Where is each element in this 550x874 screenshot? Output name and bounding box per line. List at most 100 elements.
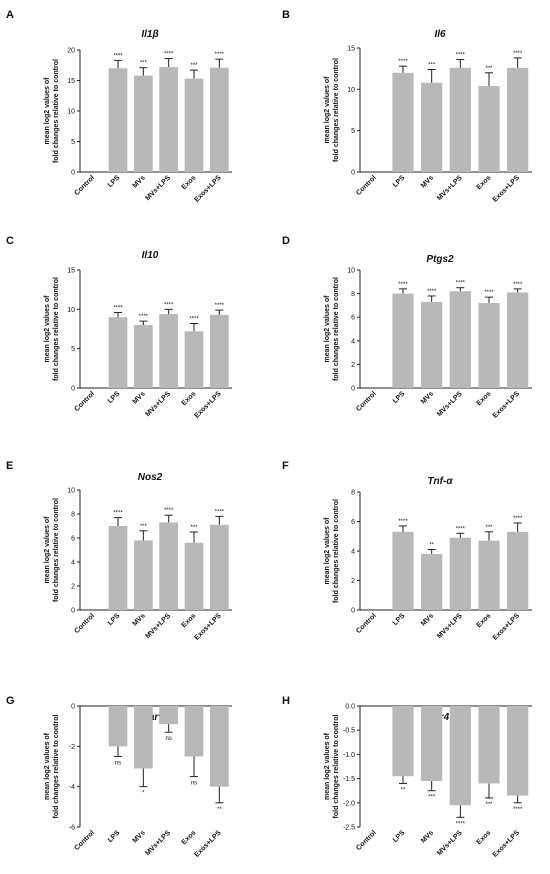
- category-label: LPS: [107, 174, 122, 189]
- y-axis-title: fold changes relative to control: [333, 715, 340, 819]
- category-label: Control: [74, 390, 97, 413]
- category-label: Exos+LPS: [492, 829, 522, 859]
- y-tick-label: -2.0: [343, 800, 355, 807]
- y-tick-label: -2: [69, 744, 75, 751]
- significance-label: ****: [456, 821, 466, 827]
- category-label: Exos: [476, 829, 493, 846]
- category-label: LPS: [107, 829, 122, 844]
- significance-label: ***: [485, 525, 493, 531]
- bar-mvs: [133, 540, 153, 610]
- category-label: Exos: [476, 174, 493, 191]
- panel-b: B Il6 0 5 10 15 mean log2 values of fold change…: [282, 9, 532, 204]
- bar-lps: [392, 293, 414, 388]
- y-tick-label: 0: [351, 386, 355, 393]
- y-tick-label: -4: [69, 784, 75, 791]
- category-label: Exos+LPS: [193, 390, 223, 420]
- category-label: MVs: [132, 174, 147, 189]
- bar-exos: [478, 706, 500, 784]
- y-tick-label: 5: [351, 128, 355, 135]
- panel-letter: E: [6, 460, 13, 472]
- bar-lps: [392, 72, 414, 172]
- bar-exos: [478, 303, 500, 388]
- y-axis-title: fold changes relative to control: [53, 715, 60, 819]
- panel-a: A Il1β 0 5 10 15 20 mean log2 values of fold cha…: [6, 9, 232, 204]
- bar-exos: [478, 540, 500, 610]
- category-label: LPS: [392, 829, 407, 844]
- y-tick-label: 10: [67, 307, 75, 314]
- bar-mvs-plus-lps: [159, 522, 179, 610]
- y-tick-label: 20: [67, 48, 75, 55]
- category-label: MVs: [420, 390, 435, 405]
- bar-exos: [478, 86, 500, 172]
- panel-letter: H: [282, 695, 290, 707]
- y-tick-label: -2.5: [343, 825, 355, 832]
- significance-label: ***: [190, 525, 198, 531]
- category-label: Exos+LPS: [492, 174, 522, 204]
- category-label: Exos+LPS: [492, 390, 522, 420]
- category-label: Control: [355, 174, 378, 197]
- y-tick-label: 15: [347, 46, 355, 53]
- significance-label: ****: [456, 526, 466, 532]
- significance-label: ****: [189, 316, 199, 322]
- bar-mvs: [421, 82, 443, 172]
- y-axis-title: mean log2 values of: [324, 517, 331, 585]
- category-label: Exos: [181, 829, 198, 846]
- y-axis-title: fold changes relative to control: [53, 59, 60, 163]
- significance-label: ns: [115, 760, 121, 766]
- category-label: MVs: [420, 612, 435, 627]
- category-label: MVs: [132, 829, 147, 844]
- bar-lps: [108, 317, 128, 388]
- category-label: MVs+LPS: [436, 390, 464, 418]
- category-label: MVs+LPS: [144, 174, 172, 202]
- significance-label: **: [217, 807, 222, 813]
- category-label: LPS: [107, 612, 122, 627]
- bar-mvs: [133, 75, 153, 172]
- category-label: Exos: [476, 390, 493, 407]
- significance-label: ****: [164, 508, 174, 514]
- y-tick-label: 2: [351, 578, 355, 585]
- y-axis-title: fold changes relative to control: [333, 58, 340, 162]
- significance-label: **: [401, 787, 406, 793]
- panel-e: E Nos2 0 2 4 6 8 10 mean log2 values of fold chan…: [6, 460, 232, 642]
- bar-exos: [184, 331, 204, 388]
- bar-exos-plus-lps: [209, 314, 229, 388]
- significance-label: ****: [113, 511, 123, 517]
- significance-label: ****: [456, 281, 466, 287]
- category-label: Exos+LPS: [193, 829, 223, 859]
- y-tick-label: -6: [69, 825, 75, 832]
- category-label: Exos: [181, 174, 198, 191]
- y-tick-label: 6: [351, 315, 355, 322]
- panel-letter: B: [282, 9, 290, 21]
- y-axis-title: mean log2 values of: [324, 295, 331, 363]
- significance-label: ns: [165, 736, 171, 742]
- significance-label: ****: [113, 53, 123, 59]
- significance-label: ***: [140, 524, 148, 530]
- y-tick-label: 5: [71, 139, 75, 146]
- y-tick-label: 0: [71, 170, 75, 177]
- panel-c: C Il10 0 5 10 15 mean log2 values of fold chang…: [6, 235, 232, 420]
- bar-exos-plus-lps: [507, 706, 529, 796]
- significance-label: ****: [215, 303, 225, 309]
- category-label: LPS: [392, 174, 407, 189]
- significance-label: ***: [140, 61, 148, 67]
- category-label: Exos: [181, 390, 198, 407]
- chart-title: Ptgs2: [426, 254, 454, 265]
- y-tick-label: 6: [351, 519, 355, 526]
- category-label: MVs: [420, 829, 435, 844]
- bar-mvs: [421, 301, 443, 388]
- significance-label: ***: [485, 66, 493, 72]
- bar-mvs: [133, 325, 153, 388]
- y-tick-label: 10: [67, 488, 75, 495]
- significance-label: **: [429, 543, 434, 549]
- category-label: MVs+LPS: [144, 390, 172, 418]
- bar-mvs-plus-lps: [449, 537, 471, 610]
- y-tick-label: 15: [67, 268, 75, 275]
- y-axis-title: mean log2 values of: [44, 516, 51, 584]
- y-tick-label: 0: [71, 386, 75, 393]
- significance-label: ****: [513, 51, 523, 57]
- bar-exos-plus-lps: [209, 524, 229, 610]
- y-tick-label: 10: [67, 109, 75, 116]
- y-axis-title: fold changes relative to control: [333, 277, 340, 381]
- bar-exos: [184, 706, 204, 757]
